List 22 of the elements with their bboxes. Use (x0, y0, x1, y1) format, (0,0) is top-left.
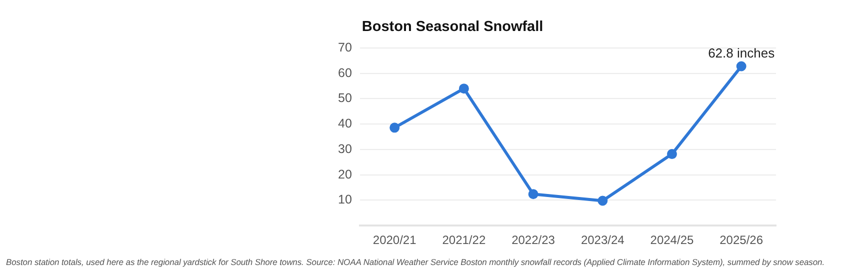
point (598, 196, 608, 206)
y-tick-label: 50 (338, 91, 352, 106)
y-tick-label: 60 (338, 66, 352, 80)
y-tick-label: 40 (338, 116, 352, 131)
x-tick-label: 2025/26 (720, 233, 764, 248)
chart-title: Boston Seasonal Snowfall (362, 19, 544, 35)
x-tick-label: 2024/25 (650, 233, 694, 248)
point (528, 189, 538, 200)
y-tick-label: 10 (338, 192, 352, 207)
text: Boston station totals, used here as the regional yardstick for South Shore towns. Source: NOAA National Weather Service Boston monthly snowfall records (Applied Climate Information System), summed by snow season. (6, 257, 826, 267)
x-tick-label: 2023/24 (580, 233, 625, 248)
point (390, 122, 400, 133)
point (666, 149, 677, 160)
point (736, 61, 746, 72)
x-tick-label: 2021/22 (442, 233, 486, 248)
annotation: 62.8 inches (708, 45, 776, 60)
point (458, 84, 469, 94)
y-tick-label: 70 (338, 40, 352, 54)
y-tick-label: 20 (338, 167, 352, 182)
y-tick-label: 30 (338, 142, 352, 156)
x-tick-label: 2020/21 (372, 233, 417, 248)
x-tick-label: 2022/23 (512, 233, 556, 248)
